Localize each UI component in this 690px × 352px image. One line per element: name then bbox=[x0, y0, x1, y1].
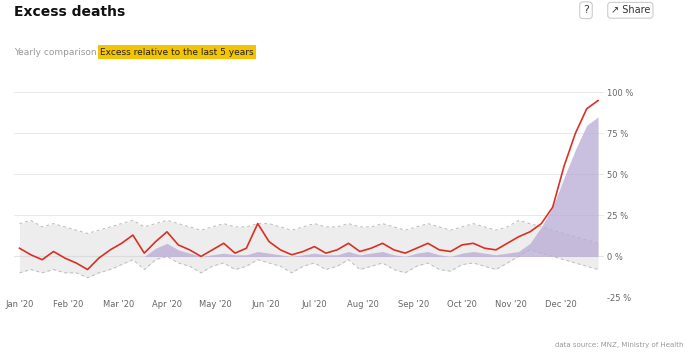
Text: Excess relative to the last 5 years: Excess relative to the last 5 years bbox=[100, 48, 254, 57]
Text: ?: ? bbox=[583, 5, 589, 15]
Text: Yearly comparison: Yearly comparison bbox=[14, 48, 97, 57]
Text: ↗ Share: ↗ Share bbox=[611, 5, 650, 15]
Legend: Excess deaths (compared to 2015-19), Confirmed COVID-19 deaths: Excess deaths (compared to 2015-19), Con… bbox=[81, 350, 442, 352]
Text: Excess deaths: Excess deaths bbox=[14, 5, 125, 19]
Text: data source: MNZ, Ministry of Health: data source: MNZ, Ministry of Health bbox=[555, 342, 683, 348]
